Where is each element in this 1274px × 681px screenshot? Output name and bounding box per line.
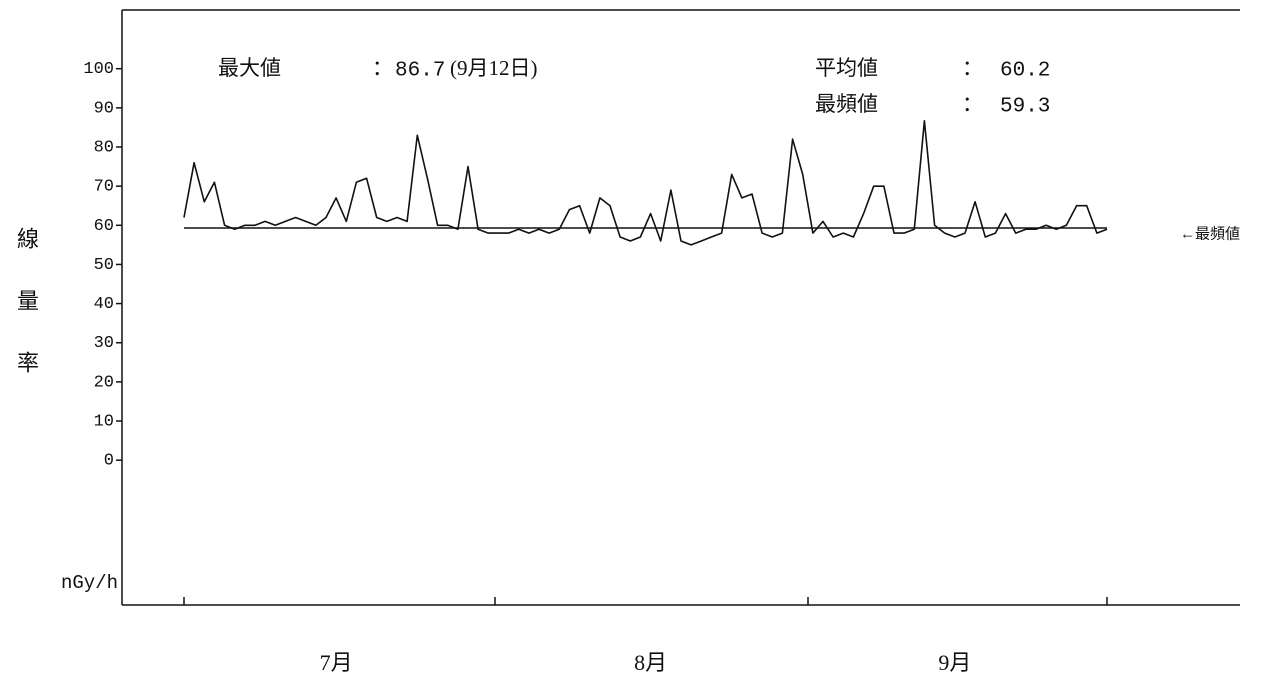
y-tick-label: 100 bbox=[83, 60, 114, 79]
y-tick-label: 60 bbox=[94, 217, 114, 236]
separator: ： bbox=[962, 92, 983, 116]
y-tick-label: 20 bbox=[94, 373, 114, 392]
y-tick-label: 90 bbox=[94, 99, 114, 118]
separator: ： bbox=[372, 56, 393, 80]
mode-label: 最頻値 bbox=[815, 92, 878, 116]
y-tick-label: 0 bbox=[104, 452, 114, 471]
max-value: 86.7 bbox=[395, 60, 445, 83]
y-tick-label: 10 bbox=[94, 413, 114, 432]
month-ticks bbox=[183, 597, 1108, 605]
x-tick-label: 8月 bbox=[634, 650, 667, 675]
separator: ： bbox=[962, 56, 983, 80]
max-date: (9月12日) bbox=[450, 56, 538, 80]
y-tick-label: 70 bbox=[94, 178, 114, 197]
y-tick-label: 30 bbox=[94, 334, 114, 353]
mode-value: 59.3 bbox=[1000, 96, 1050, 119]
y-tick-label: 80 bbox=[94, 138, 114, 157]
data-line bbox=[183, 120, 1108, 246]
unit-label: nGy/h bbox=[61, 572, 118, 594]
y-tick-label: 50 bbox=[94, 256, 114, 275]
y-axis-label: 線量率 bbox=[14, 227, 39, 413]
y-tick-label: 40 bbox=[94, 295, 114, 314]
x-tick-label: 9月 bbox=[938, 650, 971, 675]
max-label: 最大値 bbox=[218, 56, 281, 80]
mean-label: 平均値 bbox=[815, 56, 878, 80]
mean-value: 60.2 bbox=[1000, 60, 1050, 83]
mode-marker: ←最頻値 bbox=[1180, 225, 1240, 242]
x-tick-label: 7月 bbox=[320, 650, 353, 675]
